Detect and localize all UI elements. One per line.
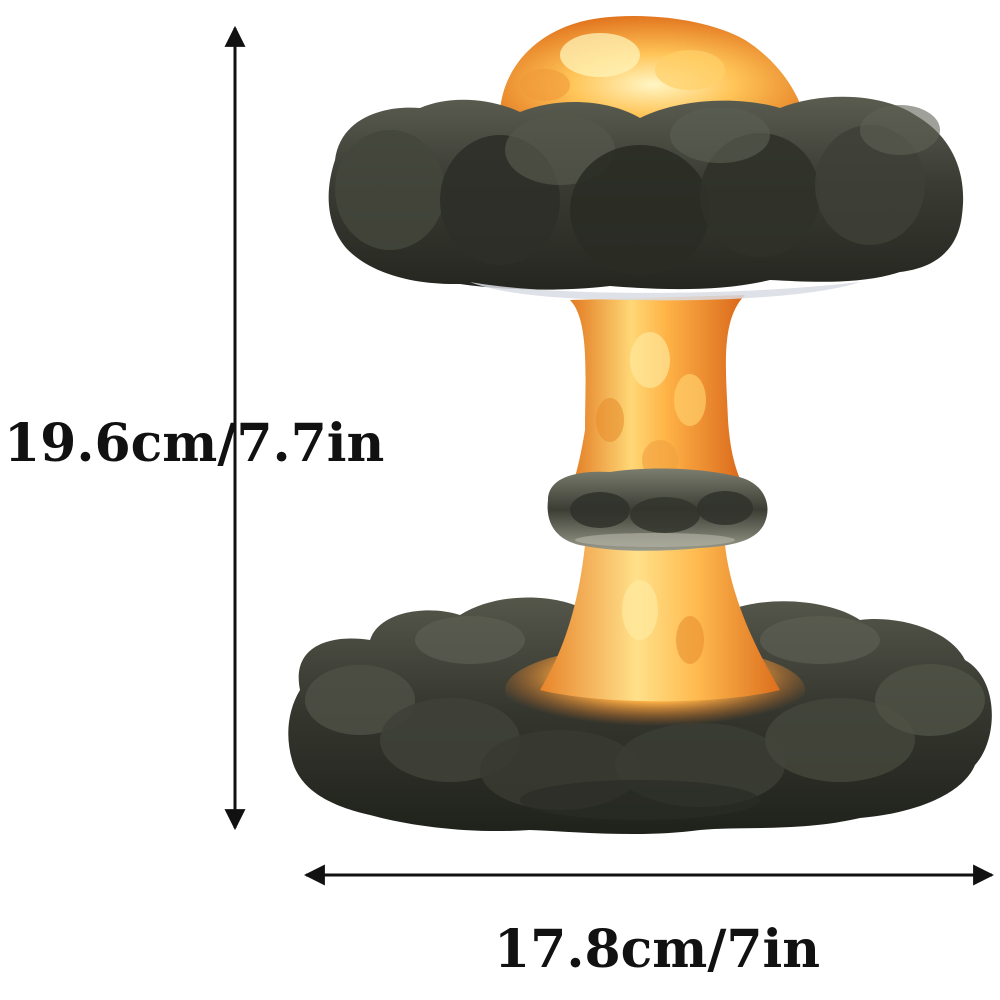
lower-stem-fire: [540, 545, 780, 702]
upper-stem-fire: [570, 295, 745, 490]
middle-smoke-ring: [547, 468, 768, 551]
width-dimension-label: 17.8cm/7in: [494, 919, 821, 980]
top-smoke-cap: [328, 96, 964, 301]
height-dimension-label: 19.6cm/7.7in: [4, 413, 385, 474]
